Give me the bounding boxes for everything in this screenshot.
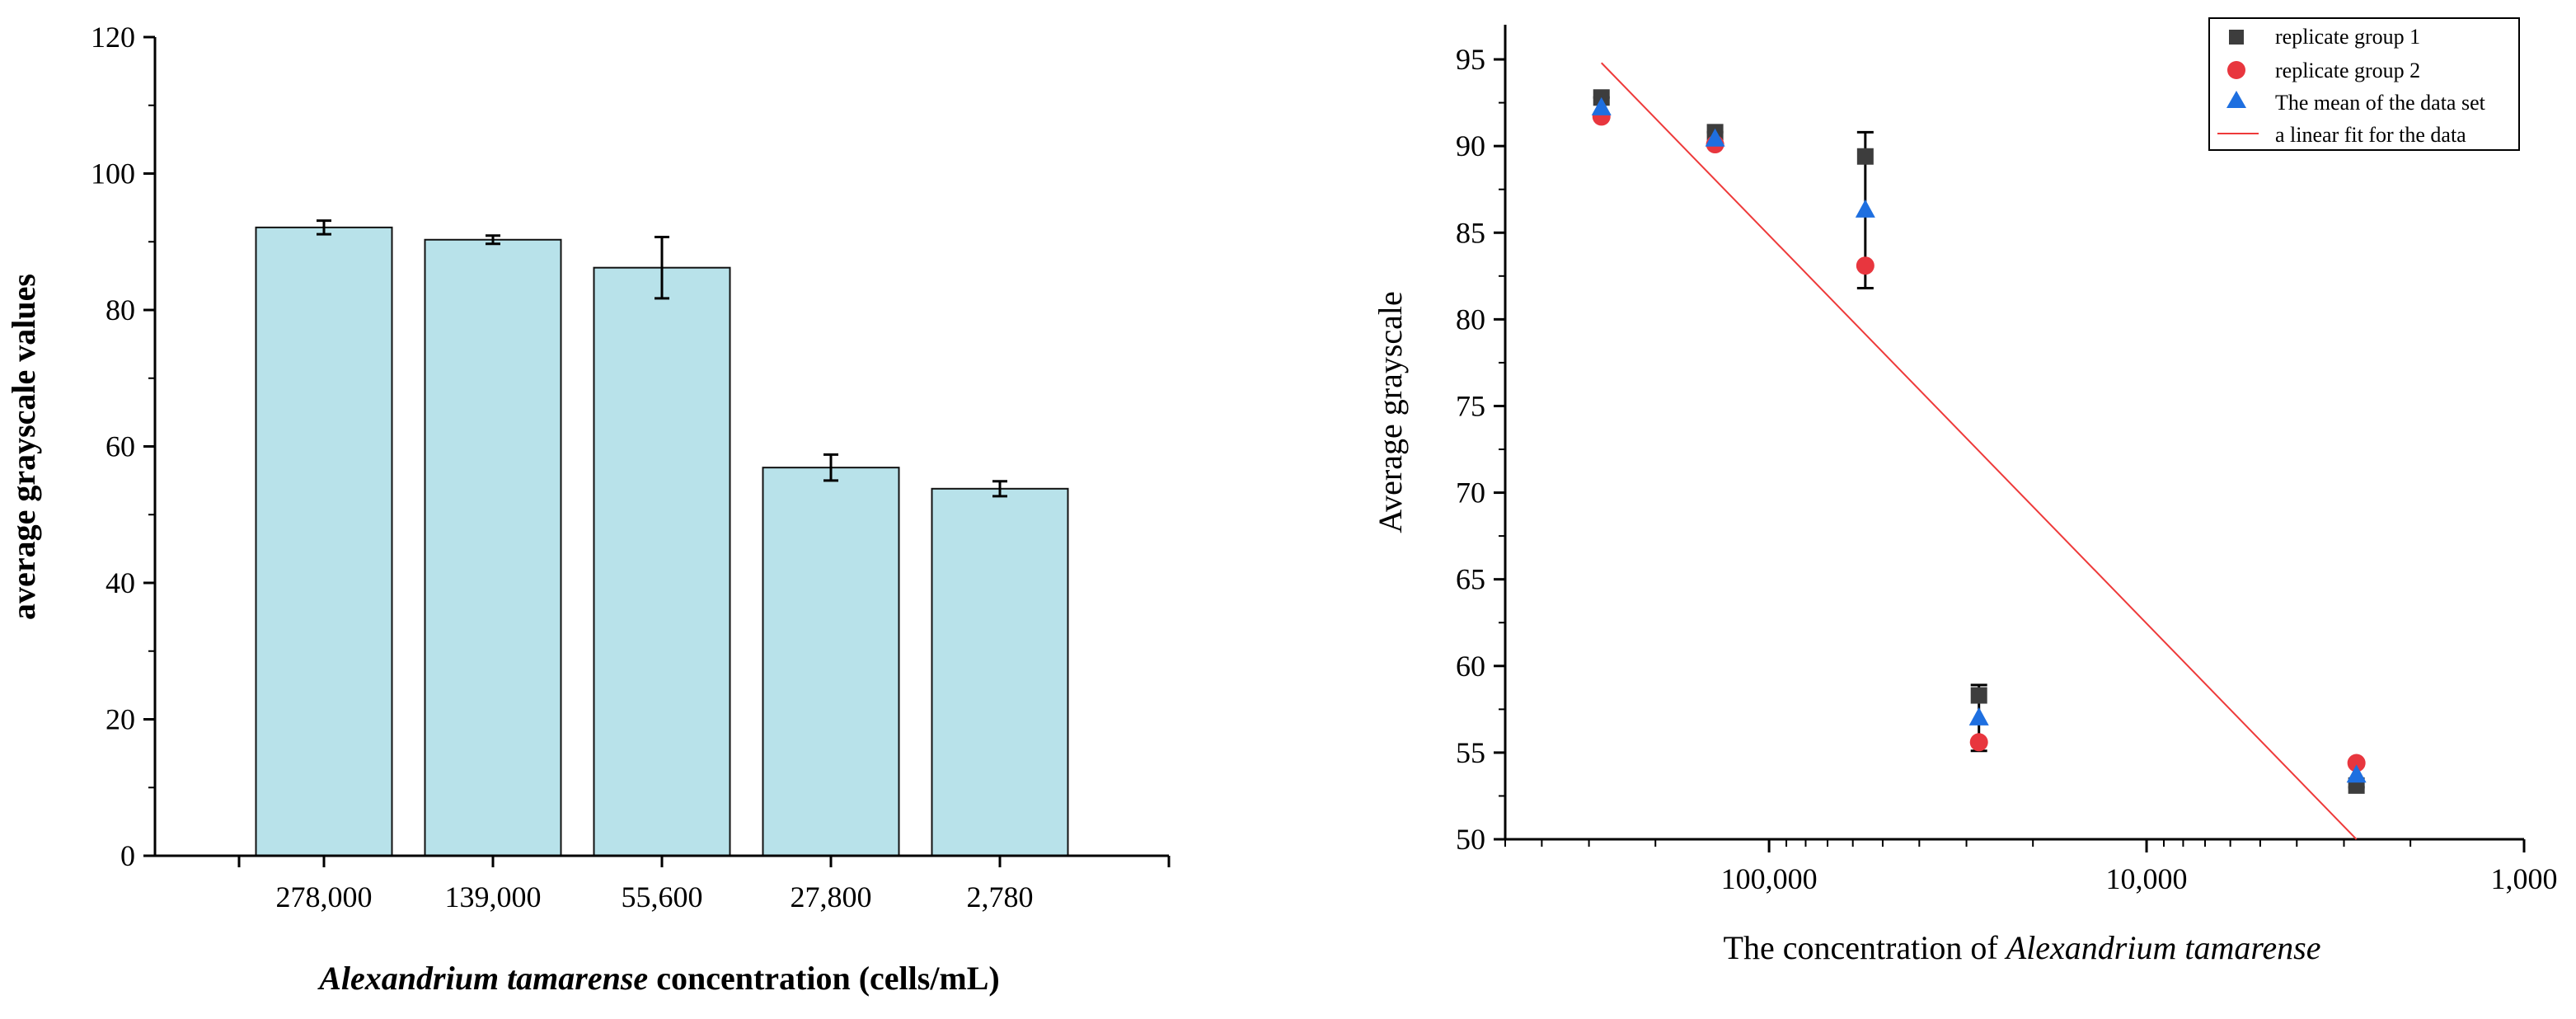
bar-x-axis-label-rest: concentration (cells/mL) xyxy=(648,960,1000,997)
bar-chart: 278,000 139,000 55,600 27,800 2,780 0 20 40 60 80… xyxy=(5,21,1171,997)
bar xyxy=(255,226,393,857)
scatter-marks xyxy=(1591,62,2367,840)
legend-frame xyxy=(2208,17,2520,151)
y-tick-label: 0 xyxy=(120,839,135,872)
y-tick-label: 90 xyxy=(1456,129,1485,162)
replicate-2-point xyxy=(2347,754,2366,772)
mean-point xyxy=(1855,199,1875,218)
y-tick-label: 65 xyxy=(1456,563,1485,596)
fit-line xyxy=(1601,62,2358,840)
y-tick-label: 95 xyxy=(1456,43,1485,76)
bar xyxy=(762,467,900,857)
y-tick-label: 50 xyxy=(1456,823,1485,856)
bar-axes: 278,000 139,000 55,600 27,800 2,780 0 20 40 60 80… xyxy=(91,21,1171,913)
scatter-y-axis-label: Average grayscale xyxy=(1372,291,1409,533)
scatter-chart: 50 55 60 65 70 75 80 85 90 95 100,000 10,000 1,000 A… xyxy=(1372,17,2558,966)
y-tick-label: 80 xyxy=(1456,303,1485,336)
scatter-x-axis-label-italic: Alexandrium tamarense xyxy=(2004,929,2321,966)
y-tick-label: 100 xyxy=(91,157,135,190)
replicate-2-point xyxy=(1969,733,1988,752)
x-tick-label: 1,000 xyxy=(2491,862,2558,895)
y-tick-label: 60 xyxy=(106,430,135,463)
y-tick-label: 75 xyxy=(1456,389,1485,422)
bar-x-axis-label: Alexandrium tamarense concentration (cel… xyxy=(317,960,1000,997)
legend-square-marker xyxy=(2229,30,2244,45)
scatter-legend: replicate group 1 replicate group 2 The … xyxy=(2208,17,2520,151)
x-tick-label: 55,600 xyxy=(622,880,703,913)
y-tick-label: 80 xyxy=(106,293,135,326)
x-tick-label: 100,000 xyxy=(1721,862,1818,895)
replicate-2-point xyxy=(1856,256,1875,275)
bar xyxy=(593,266,731,857)
replicate-1-point xyxy=(1970,687,1987,704)
legend-label-fit: a linear fit for the data xyxy=(2275,123,2466,147)
scatter-x-axis-label-prefix: The concentration of xyxy=(1724,929,2006,966)
x-tick-label: 278,000 xyxy=(276,880,373,913)
y-tick-label: 20 xyxy=(106,703,135,736)
replicate-1-point xyxy=(1856,148,1874,165)
bar xyxy=(424,238,562,857)
scatter-x-axis-label: The concentration of Alexandrium tamaren… xyxy=(1724,929,2321,966)
legend-label-replicate-2: replicate group 2 xyxy=(2275,59,2420,82)
bar xyxy=(931,487,1069,857)
mean-point xyxy=(2346,764,2367,783)
legend-label-replicate-1: replicate group 1 xyxy=(2275,25,2420,49)
legend-triangle-marker xyxy=(2226,91,2246,108)
mean-point xyxy=(1705,128,1725,147)
mean-point xyxy=(1968,707,1989,726)
y-tick-label: 40 xyxy=(106,566,135,599)
scatter-axes: 50 55 60 65 70 75 80 85 90 95 100,000 10,000 1,000 xyxy=(1456,25,2558,895)
mean-point xyxy=(1591,96,1612,115)
legend-circle-marker xyxy=(2227,61,2245,79)
bar-marks xyxy=(255,219,1069,857)
x-tick-label: 10,000 xyxy=(2106,862,2188,895)
y-tick-label: 60 xyxy=(1456,650,1485,683)
y-tick-label: 120 xyxy=(91,21,135,54)
y-tick-label: 85 xyxy=(1456,216,1485,249)
x-tick-label: 27,800 xyxy=(791,880,872,913)
y-tick-label: 55 xyxy=(1456,736,1485,769)
x-tick-label: 139,000 xyxy=(445,880,542,913)
legend-label-mean: The mean of the data set xyxy=(2275,91,2486,115)
bar-y-axis-label: average grayscale values xyxy=(5,274,42,620)
x-tick-label: 2,780 xyxy=(967,880,1034,913)
y-tick-label: 70 xyxy=(1456,477,1485,510)
bar-x-axis-label-italic: Alexandrium tamarense xyxy=(317,960,648,997)
